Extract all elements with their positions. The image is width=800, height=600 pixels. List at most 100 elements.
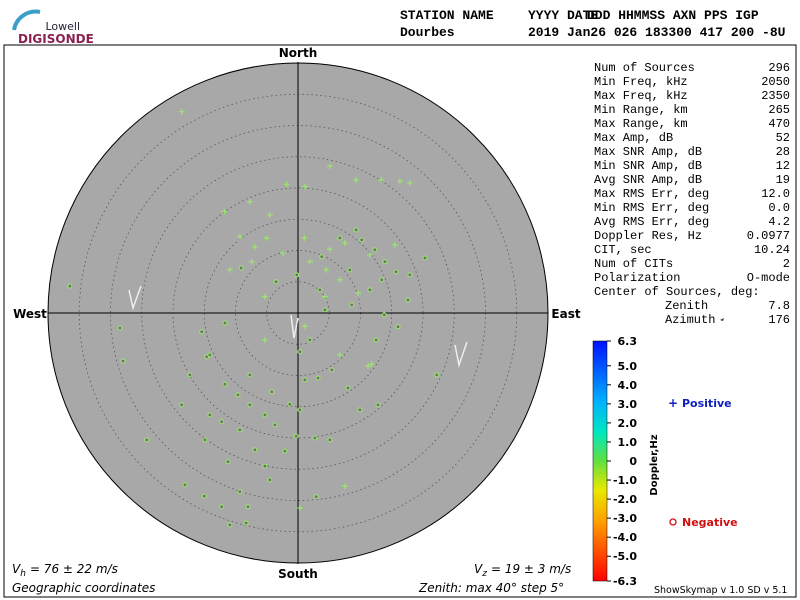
stat-value: 2350 <box>761 89 790 103</box>
vh-text: = 76 ± 22 m/s <box>30 562 118 576</box>
direction-label: East <box>551 307 580 321</box>
source-positive <box>353 176 360 183</box>
logo-arc <box>12 9 41 31</box>
source-negative <box>252 447 258 453</box>
source-positive <box>365 363 371 370</box>
source-negative <box>337 235 343 241</box>
stat-label: Min Freq, kHz <box>594 75 688 89</box>
legend-label: Negative <box>682 516 738 529</box>
source-negative <box>182 482 188 488</box>
stat-label: Avg RMS Err, deg <box>594 215 709 229</box>
stat-label: Max Range, km <box>594 117 688 131</box>
source-negative <box>312 435 318 441</box>
source-positive <box>178 108 185 115</box>
source-positive <box>323 266 330 273</box>
colorbar-tick-label: -4.0 <box>613 531 637 544</box>
stat-label: Min RMS Err, deg <box>594 201 709 215</box>
source-negative <box>237 489 243 495</box>
stat-label: Num of CITs <box>594 257 673 271</box>
source-negative <box>297 349 303 355</box>
header-label: STATION NAME <box>400 8 494 23</box>
source-positive <box>355 290 361 296</box>
source-positive <box>236 233 243 240</box>
colorbar-tick-label: -5.0 <box>613 550 637 563</box>
source-positive <box>406 180 413 186</box>
source-positive <box>301 183 308 190</box>
stat-value: 176 <box>768 313 790 327</box>
stat-value: 470 <box>768 117 790 131</box>
source-negative <box>187 372 193 378</box>
source-positive <box>296 505 303 511</box>
source-positive <box>248 258 255 265</box>
legend-symbol: + <box>668 396 678 410</box>
source-negative <box>219 419 225 425</box>
stat-value: 12.0 <box>761 187 790 201</box>
stat-label: Center of Sources, deg: <box>594 285 760 299</box>
source-negative <box>297 407 303 413</box>
stat-value: 4.2 <box>768 215 790 229</box>
source-negative <box>407 272 413 278</box>
source-positive <box>396 178 403 185</box>
source-negative <box>347 267 353 273</box>
velocity-glyph <box>454 341 468 368</box>
source-negative <box>247 402 253 408</box>
source-positive <box>266 211 273 218</box>
source-negative <box>382 259 388 265</box>
source-negative <box>367 287 373 293</box>
source-negative <box>227 522 233 528</box>
source-positive <box>326 163 333 170</box>
header-value: Dourbes <box>400 25 455 40</box>
stat-value: 7.8 <box>768 299 790 313</box>
zenith-label: Zenith: max 40° step 5° <box>418 581 564 595</box>
colorbar <box>592 340 608 582</box>
source-positive <box>301 323 308 330</box>
source-negative <box>207 352 213 358</box>
source-negative <box>327 437 333 443</box>
stat-value: 28 <box>776 145 790 159</box>
source-negative <box>262 463 268 469</box>
stat-label: Max Amp, dB <box>594 131 673 145</box>
source-positive <box>321 293 328 300</box>
source-negative <box>269 389 275 395</box>
source-negative <box>379 277 385 283</box>
colorbar-tick-label: 6.3 <box>618 335 638 348</box>
source-negative <box>202 437 208 443</box>
source-positive <box>326 246 333 253</box>
source-negative <box>222 320 228 326</box>
source-negative <box>245 504 251 510</box>
source-negative <box>262 412 268 418</box>
stat-label: Max Freq, kHz <box>594 89 688 103</box>
colorbar-tick-label: -6.3 <box>613 575 637 588</box>
velocity-glyph <box>128 285 142 311</box>
stat-value: 265 <box>768 103 790 117</box>
source-negative <box>317 287 323 293</box>
source-negative <box>237 427 243 433</box>
source-positive <box>378 176 385 183</box>
source-positive <box>341 483 348 490</box>
source-negative <box>395 324 401 330</box>
source-negative <box>225 459 231 465</box>
direction-label: South <box>278 567 318 581</box>
source-negative <box>294 272 300 278</box>
source-negative <box>272 422 278 428</box>
vz-text: = 19 ± 3 m/s <box>491 562 571 576</box>
vh-label: Vh = 76 ± 22 m/s <box>12 562 118 579</box>
vz-symbol: V <box>474 562 483 576</box>
logo-top: Lowell <box>45 20 80 33</box>
stat-label: Num of Sources <box>594 61 695 75</box>
source-negative <box>287 401 293 407</box>
colorbar-tick-label: -1.0 <box>613 474 637 487</box>
source-positive <box>226 266 233 273</box>
colorbar-tick-label: 4.0 <box>618 379 638 392</box>
stat-label: Min SNR Amp, dB <box>594 159 702 173</box>
colorbar-tick-label: 1.0 <box>618 436 638 449</box>
source-positive <box>251 243 258 250</box>
stat-value: 296 <box>768 61 790 75</box>
stat-value: 10.24 <box>754 243 790 257</box>
vh-symbol: V <box>12 562 21 576</box>
stat-value: 0.0 <box>768 201 790 215</box>
source-negative <box>345 385 351 391</box>
stat-value: 12 <box>776 159 790 173</box>
